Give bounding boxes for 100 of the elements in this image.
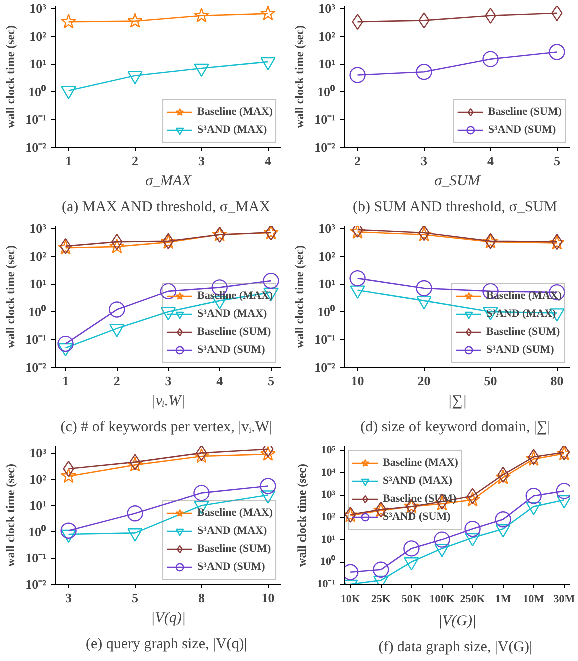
x-tick-label: 20 (418, 374, 431, 388)
x-tick-label: 10M (523, 594, 546, 606)
y-tick-label: 10⁰ (318, 304, 336, 320)
x-tick-label: 50 (484, 374, 498, 388)
y-tick-label: 10⁻¹ (26, 332, 47, 348)
legend-label: S³AND (SUM) (488, 124, 556, 136)
y-tick-label: 10¹ (30, 498, 47, 514)
x-tick-label: 250K (460, 594, 486, 606)
x-axis-title: σ_MAX (146, 174, 192, 190)
legend-label: S³AND (SUM) (383, 511, 451, 523)
x-axis-title: |V(G)| (438, 614, 477, 630)
x-tick-label: 8 (198, 590, 206, 606)
x-tick-label: 25K (371, 594, 392, 606)
y-axis-title: wall clock time (sec) (295, 464, 310, 567)
x-tick-label: 1 (66, 154, 72, 168)
legend-label: S³AND (MAX) (198, 525, 268, 537)
y-tick-label: 10⁻² (26, 140, 47, 155)
x-tick-label: 10K (340, 594, 361, 606)
legend-label: S³AND (MAX) (198, 308, 268, 320)
x-tick-label: 100K (430, 594, 456, 606)
x-tick-label: 5 (268, 374, 275, 388)
text: (b) SUM AND threshold, σ_SUM (353, 200, 558, 216)
y-tick-label: 10¹ (318, 56, 336, 72)
y-tick-label: 10¹ (30, 276, 47, 292)
x-tick-label: 3 (165, 374, 172, 388)
y-tick-label: 10³ (30, 221, 47, 236)
legend-label: S³AND (SUM) (198, 561, 266, 573)
y-tick-label: 10⁰ (318, 84, 336, 100)
legend-label: S³AND (MAX) (198, 124, 268, 136)
x-axis-title: |∑| (448, 394, 467, 410)
legend-label: S³AND (SUM) (486, 344, 554, 356)
y-tick-label: 10⁰ (320, 555, 336, 568)
y-tick-label: 10⁰ (28, 304, 46, 320)
x-tick-label: 4 (264, 154, 272, 168)
y-axis-title: wall clock time (sec) (4, 26, 18, 128)
y-tick-label: 10⁻² (314, 140, 336, 155)
y-tick-label: 10⁰ (28, 84, 46, 100)
y-axis-title: wall clock time (sec) (292, 246, 307, 348)
y-tick-label: 10⁵ (321, 444, 336, 456)
y-tick-label: 10³ (30, 1, 47, 16)
x-tick-label: 10 (262, 590, 275, 606)
y-axis-title: wall clock time (sec) (292, 26, 307, 128)
y-tick-label: 10⁰ (28, 524, 46, 540)
y-tick-label: 10⁻¹ (26, 112, 47, 128)
x-axis-title: |V(q)| (151, 610, 186, 626)
y-axis-title: wall clock time (sec) (4, 464, 18, 567)
y-tick-label: 10¹ (30, 56, 47, 72)
x-tick-label: 80 (550, 374, 564, 388)
x-tick-label: 2 (354, 154, 362, 168)
y-tick-label: 10² (30, 248, 47, 264)
legend-label: Baseline (SUM) (486, 326, 560, 338)
y-tick-label: 10⁴ (321, 466, 336, 479)
text: (d) size of keyword domain, |∑| (360, 420, 551, 436)
x-tick-label: 1M (495, 594, 512, 606)
y-tick-label: 10⁻¹ (314, 332, 336, 348)
x-tick-label: 4 (216, 374, 224, 388)
y-tick-label: 10² (318, 248, 336, 264)
y-tick-label: 10³ (321, 489, 336, 502)
y-tick-label: 10⁻² (314, 360, 336, 375)
x-tick-label: 1 (62, 374, 70, 388)
x-tick-label: 3 (66, 590, 73, 606)
legend-label: Baseline (SUM) (198, 326, 272, 338)
y-tick-label: 10¹ (321, 534, 336, 546)
text: (a) MAX AND threshold, σ_MAX (62, 200, 271, 216)
y-tick-label: 10² (321, 511, 336, 524)
legend-label: S³AND (SUM) (198, 344, 266, 356)
y-tick-label: 10¹ (318, 276, 336, 292)
y-tick-label: 10² (318, 28, 336, 44)
legend-label: Baseline (SUM) (198, 543, 272, 555)
legend-label: S³AND (MAX) (383, 475, 453, 487)
y-tick-label: 10³ (318, 1, 336, 16)
x-tick-label: 30M (554, 594, 576, 606)
x-tick-label: 50K (402, 594, 422, 606)
text: (f) data graph size, |V(G)| (378, 640, 533, 656)
x-tick-label: 5 (554, 154, 561, 168)
y-tick-label: 10⁻² (26, 360, 47, 375)
y-tick-label: 10⁻¹ (26, 550, 47, 566)
legend-label: Baseline (MAX) (198, 106, 273, 118)
y-tick-label: 10³ (318, 221, 336, 236)
x-axis-title: σ_SUM (434, 174, 482, 190)
x-tick-label: 3 (198, 154, 206, 168)
x-tick-label: 2 (114, 374, 120, 388)
text: (e) query graph size, |V(q)| (86, 636, 248, 652)
y-tick-label: 10⁻¹ (317, 578, 336, 590)
x-axis-title: |vᵢ.W| (152, 394, 186, 410)
x-tick-label: 10 (351, 374, 364, 388)
y-axis-title: wall clock time (sec) (4, 246, 18, 348)
legend-label: Baseline (SUM) (488, 106, 562, 118)
x-tick-label: 5 (132, 590, 140, 606)
y-tick-label: 10³ (30, 446, 47, 461)
legend-label: Baseline (MAX) (383, 457, 458, 469)
text: (c) # of keywords per vertex, |vᵢ.W| (60, 420, 272, 436)
y-tick-label: 10⁻² (26, 577, 47, 592)
x-tick-label: 4 (487, 154, 494, 168)
x-tick-label: 2 (132, 154, 139, 168)
x-tick-label: 3 (421, 154, 428, 168)
legend-label: Baseline (MAX) (198, 507, 273, 519)
y-tick-label: 10² (30, 28, 47, 44)
y-tick-label: 10⁻¹ (314, 112, 336, 128)
y-tick-label: 10² (30, 472, 47, 487)
